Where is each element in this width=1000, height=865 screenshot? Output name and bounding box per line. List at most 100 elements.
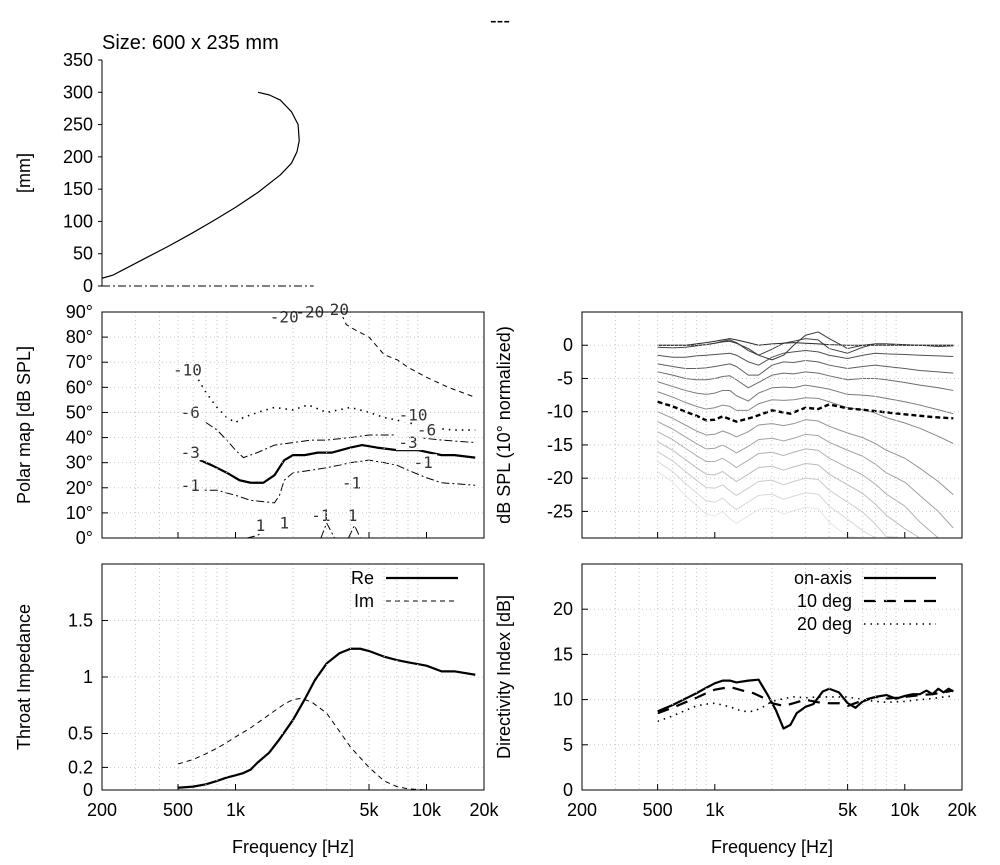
contour-1 [197, 379, 476, 431]
y-axis-label: Throat Impedance [14, 604, 34, 750]
xtick-label: 5k [838, 800, 858, 820]
series-angle-5 [657, 371, 954, 391]
series-angle-6 [657, 381, 954, 415]
ytick-label: 1.5 [68, 611, 93, 631]
chart-impedance: Re Im [177, 568, 476, 791]
xtick-label: 10k [412, 800, 442, 820]
legend-label: 20 deg [797, 614, 852, 634]
contour-label: 1 [279, 513, 289, 532]
series-profile [101, 91, 300, 279]
y-axis-label: dB SPL (10° normalized) [494, 326, 514, 524]
contour-label-bg [178, 444, 205, 461]
contour-label: -1 [181, 476, 200, 495]
contour-label: -20 [270, 308, 299, 327]
ytick-label: -10 [547, 402, 573, 422]
contour-label: -3 [398, 433, 417, 452]
contour-label-bg [339, 474, 366, 491]
ytick-label: 1 [83, 667, 93, 687]
series-angle-4 [657, 360, 954, 376]
contour-label-bg [411, 454, 438, 471]
ytick-label: 20° [66, 478, 93, 498]
ytick-label: 0 [83, 780, 93, 800]
contour-label: -10 [173, 360, 202, 379]
contour-3 [199, 443, 476, 484]
ytick-label: 80° [66, 327, 93, 347]
xtick-label: 500 [643, 800, 673, 820]
xtick-label: 5k [359, 800, 379, 820]
ytick-label: 10° [66, 503, 93, 523]
chart-normalized-axes: 0 -5 -10 -15 -20 -25 dB SPL (10° normalized) [494, 311, 963, 539]
series-angle-13 [657, 461, 954, 539]
contour-label-bg [178, 476, 205, 493]
series-angle-11 [657, 441, 954, 539]
xtick-label: 20k [469, 800, 499, 820]
ytick-label: -20 [547, 468, 573, 488]
legend: on-axis 10 deg 20 deg [794, 568, 936, 634]
xtick-label: 500 [163, 800, 193, 820]
ytick-label: 20 [553, 599, 573, 619]
chart-normalized [657, 331, 954, 539]
plot-frame [581, 311, 963, 539]
legend-label: Re [351, 568, 374, 588]
legend: Re Im [351, 568, 458, 611]
ytick-label: 200 [63, 147, 93, 167]
contour-label-bg [395, 434, 422, 451]
ytick-label: 60° [66, 377, 93, 397]
contour-label: 20 [330, 300, 349, 319]
xtick-label: 200 [567, 800, 597, 820]
ytick-label: 40° [66, 428, 93, 448]
contour-label: -1 [342, 473, 361, 492]
ytick-label: 15 [553, 644, 573, 664]
chart-profile: 0 50 100 150 200 250 300 350 [mm] Size: 600 x 235… [14, 32, 314, 296]
chart-directivity-axes: 0 5 10 15 20 200 500 1k 5k 10k 20k Directivity Inde… [494, 563, 978, 857]
ytick-label: 0 [563, 335, 573, 355]
legend-label: Im [354, 591, 374, 611]
legend-label: 10 deg [797, 591, 852, 611]
contour-label-bg [340, 506, 367, 523]
chart-impedance-axes: 0 0.2 0.5 1 1.5 200 500 1k 5k 10k 20k Throat Impeda… [14, 563, 500, 857]
contour-label-bg [272, 514, 299, 531]
ytick-label: -5 [557, 368, 573, 388]
xtick-label: 20k [947, 800, 977, 820]
contour-label-bg [272, 308, 299, 325]
x-axis-label: Frequency [Hz] [232, 837, 354, 857]
contour-0 [341, 314, 476, 398]
ytick-label: 150 [63, 179, 93, 199]
ytick-label: -15 [547, 435, 573, 455]
y-axis-label: Directivity Index [dB] [494, 595, 514, 759]
series-Im [177, 697, 455, 791]
xtick-label: 1k [226, 800, 246, 820]
contour-label-bg [175, 361, 202, 378]
ytick-label: 10 [553, 690, 573, 710]
ytick-label: 0.2 [68, 757, 93, 777]
chart-directivity: on-axis 10 deg 20 deg [657, 568, 954, 730]
y-axis-label: [mm] [14, 153, 34, 193]
contour-6 [320, 522, 335, 539]
series-20-deg [657, 695, 954, 723]
xtick-label: 10k [890, 800, 920, 820]
ytick-label: 0 [563, 780, 573, 800]
series-on-axis [657, 678, 954, 730]
xtick-label: 1k [705, 800, 725, 820]
contour-label-bg [178, 403, 205, 420]
contour-label-bg [308, 506, 335, 523]
series-angle-10 [657, 431, 954, 539]
chart-polar: -20-20 20-10-10-6-6-3-3-1-1-11 -1 11 [173, 300, 476, 539]
ytick-label: 5 [563, 735, 573, 755]
contour-label: 1 [348, 506, 358, 525]
plot-frame [581, 563, 963, 791]
ytick-label: -25 [547, 501, 573, 521]
contour-label-bg [327, 301, 354, 317]
legend-label: on-axis [794, 568, 852, 588]
ytick-label: 0 [83, 276, 93, 296]
ytick-label: 100 [63, 211, 93, 231]
page-title: --- [490, 10, 510, 32]
contour-label-bg [414, 421, 441, 438]
contour-label: -1 [311, 506, 330, 525]
y-axis-label: Polar map [dB SPL] [14, 346, 34, 504]
contour-label-bg [248, 516, 275, 533]
ytick-label: 0° [76, 528, 93, 548]
x-axis-label: Frequency [Hz] [711, 837, 833, 857]
